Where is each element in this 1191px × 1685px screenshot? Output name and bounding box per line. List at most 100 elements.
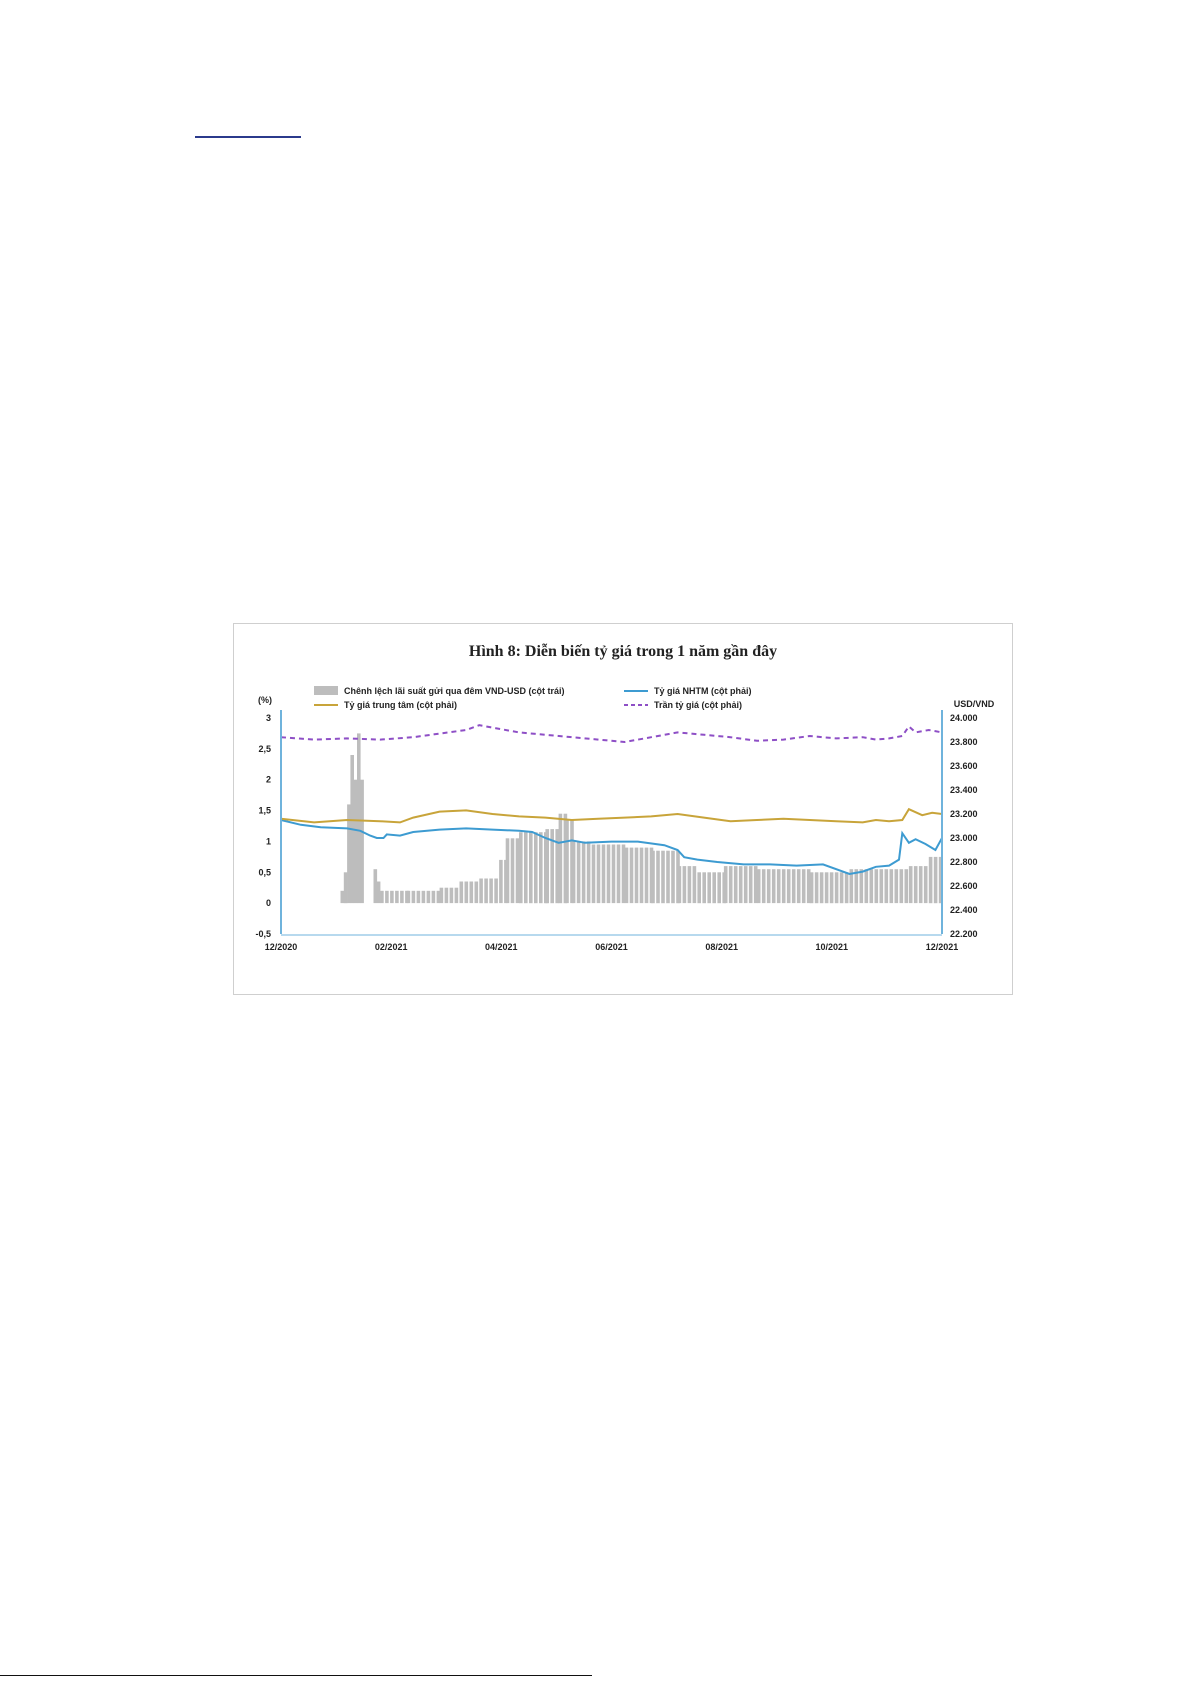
spread-bar [591, 844, 596, 904]
spread-bar [576, 841, 581, 904]
spread-bar [656, 850, 660, 904]
spread-bar [565, 819, 569, 904]
spread-bar [353, 779, 358, 904]
spread-bar [682, 866, 687, 904]
spread-bar [510, 838, 515, 904]
x-tick-label: 06/2021 [595, 942, 628, 952]
left-tick-label: 1 [266, 836, 271, 846]
spread-bar [444, 887, 449, 904]
spread-bar [601, 844, 606, 904]
spread-bar [753, 866, 758, 904]
spread-bar [781, 869, 786, 904]
x-tick-label: 12/2021 [926, 942, 959, 952]
spread-bar [586, 841, 591, 904]
spread-bar [829, 872, 834, 904]
spread-bar [761, 869, 766, 904]
legend-label: Trần tỷ giá (cột phải) [654, 700, 742, 710]
right-tick-label: 24.000 [950, 713, 978, 723]
spread-bar [933, 856, 938, 904]
spread-bar [571, 841, 576, 904]
spread-bar [899, 869, 904, 904]
spread-bar [357, 733, 361, 904]
exchange-rate-chart: Hình 8: Diễn biến tỷ giá trong 1 năm gần… [255, 643, 994, 952]
series-line-tran [280, 724, 943, 744]
chart-title: Hình 8: Diễn biến tỷ giá trong 1 năm gần… [469, 643, 777, 660]
spread-bar [791, 869, 796, 904]
spread-bar [390, 890, 394, 904]
spread-bar [806, 869, 811, 904]
spread-bar [717, 872, 721, 904]
spread-bar [801, 869, 806, 904]
spread-bar [687, 866, 692, 904]
left-tick-label: 0 [266, 898, 271, 908]
spread-bar [666, 850, 670, 904]
spread-bar [728, 866, 733, 904]
spread-bar [938, 856, 943, 904]
right-tick-label: 23.600 [950, 761, 978, 771]
spread-bar [347, 804, 351, 904]
x-tick-label: 12/2020 [265, 942, 298, 952]
spread-bar [616, 844, 621, 904]
spread-bar [534, 832, 538, 904]
series-line-nhtm [280, 819, 943, 876]
x-tick-label: 02/2021 [375, 942, 408, 952]
spread-bar [621, 844, 626, 904]
spread-bar [918, 866, 923, 904]
legend-label: Tỷ giá NHTM (cột phải) [654, 686, 752, 696]
footnote-rule [0, 1675, 592, 1676]
spread-bar [464, 881, 469, 904]
spread-bar [373, 869, 378, 904]
spread-bar [596, 844, 601, 904]
spread-bar [411, 890, 416, 904]
x-tick-label: 10/2021 [816, 942, 849, 952]
chart-legend: Chênh lệch lãi suất gửi qua đêm VND-USD … [314, 686, 752, 710]
spread-bar [479, 878, 483, 904]
left-axis-unit: (%) [258, 695, 272, 705]
spread-bar [431, 890, 436, 904]
spread-bar [644, 847, 649, 904]
spread-bar [469, 881, 474, 904]
spread-bar [639, 847, 644, 904]
spread-bar [707, 872, 711, 904]
spread-bar [400, 890, 404, 904]
spread-bar [692, 866, 697, 904]
right-tick-label: 22.200 [950, 929, 978, 939]
spread-bar [449, 887, 454, 904]
spread-bar [629, 847, 634, 904]
spread-bar [385, 890, 389, 904]
spread-bar [702, 872, 706, 904]
spread-bar [505, 838, 510, 904]
spread-bar [879, 869, 884, 904]
spread-bar [738, 866, 743, 904]
left-tick-label: -0,5 [255, 929, 271, 939]
spread-bar [904, 869, 909, 904]
right-tick-label: 22.400 [950, 905, 978, 915]
left-tick-label: 0,5 [258, 867, 271, 877]
spread-bar [426, 890, 431, 904]
spread-bar [340, 890, 345, 904]
spread-bar [894, 869, 899, 904]
spread-bar [819, 872, 824, 904]
spread-bar [864, 869, 869, 904]
legend-label: Chênh lệch lãi suất gửi qua đêm VND-USD … [344, 686, 565, 696]
spread-bar [743, 866, 748, 904]
spread-bar [824, 872, 829, 904]
spread-bar [756, 869, 761, 904]
spread-bar [854, 869, 859, 904]
spread-bar [834, 872, 839, 904]
x-tick-label: 04/2021 [485, 942, 518, 952]
spread-bar [421, 890, 426, 904]
spread-bar [928, 856, 933, 904]
right-tick-label: 22.600 [950, 881, 978, 891]
spread-bar [494, 878, 498, 904]
spread-bar [439, 887, 444, 904]
spread-bar [539, 832, 543, 904]
left-tick-label: 3 [266, 713, 271, 723]
spread-bar [454, 887, 459, 904]
spread-bar [416, 890, 421, 904]
spread-bar [849, 869, 854, 904]
spread-bar [555, 829, 559, 904]
spread-bar [611, 844, 616, 904]
spread-bar [395, 890, 399, 904]
figure-frame: Hình 8: Diễn biến tỷ giá trong 1 năm gần… [233, 623, 1013, 995]
